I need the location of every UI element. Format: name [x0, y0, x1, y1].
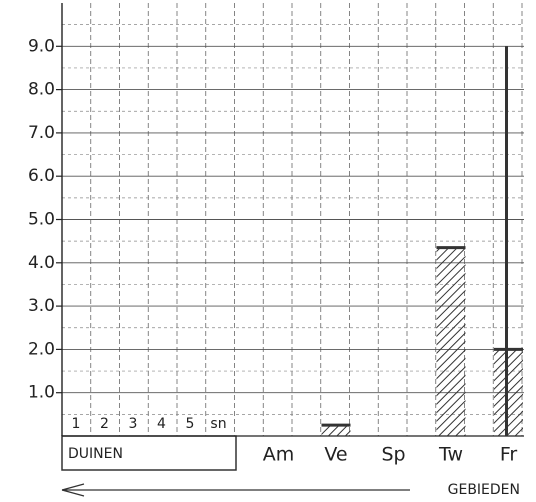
arrow-head	[61, 483, 85, 497]
x-tick-label: Tw	[438, 444, 463, 466]
sub-label: 5	[186, 416, 195, 432]
sub-label: 1	[72, 416, 81, 432]
y-tick-label: 8.0	[28, 80, 55, 100]
x-tick-label: Sp	[381, 444, 405, 466]
y-tick-label: 1.0	[28, 383, 55, 403]
sub-label: sn	[210, 416, 226, 432]
x-tick-label: Fr	[500, 444, 518, 466]
bar	[436, 247, 466, 436]
y-tick-label: 7.0	[28, 123, 55, 143]
box-label: DUINEN	[68, 446, 123, 462]
sub-label: 3	[129, 416, 138, 432]
y-tick-label: 3.0	[28, 296, 55, 316]
y-tick-label: 4.0	[28, 253, 55, 273]
bar	[494, 349, 523, 436]
y-tick-label: 6.0	[28, 166, 55, 186]
x-axis-label: GEBIEDEN	[448, 482, 520, 498]
bar	[321, 425, 351, 436]
x-tick-label: Am	[263, 444, 295, 466]
y-tick-label: 5.0	[28, 210, 55, 230]
y-tick-label: 2.0	[28, 339, 55, 359]
sub-label: 4	[157, 416, 166, 432]
x-tick-label: Ve	[324, 444, 347, 466]
sub-label: 2	[100, 416, 109, 432]
y-tick-label: 9.0	[28, 36, 55, 56]
